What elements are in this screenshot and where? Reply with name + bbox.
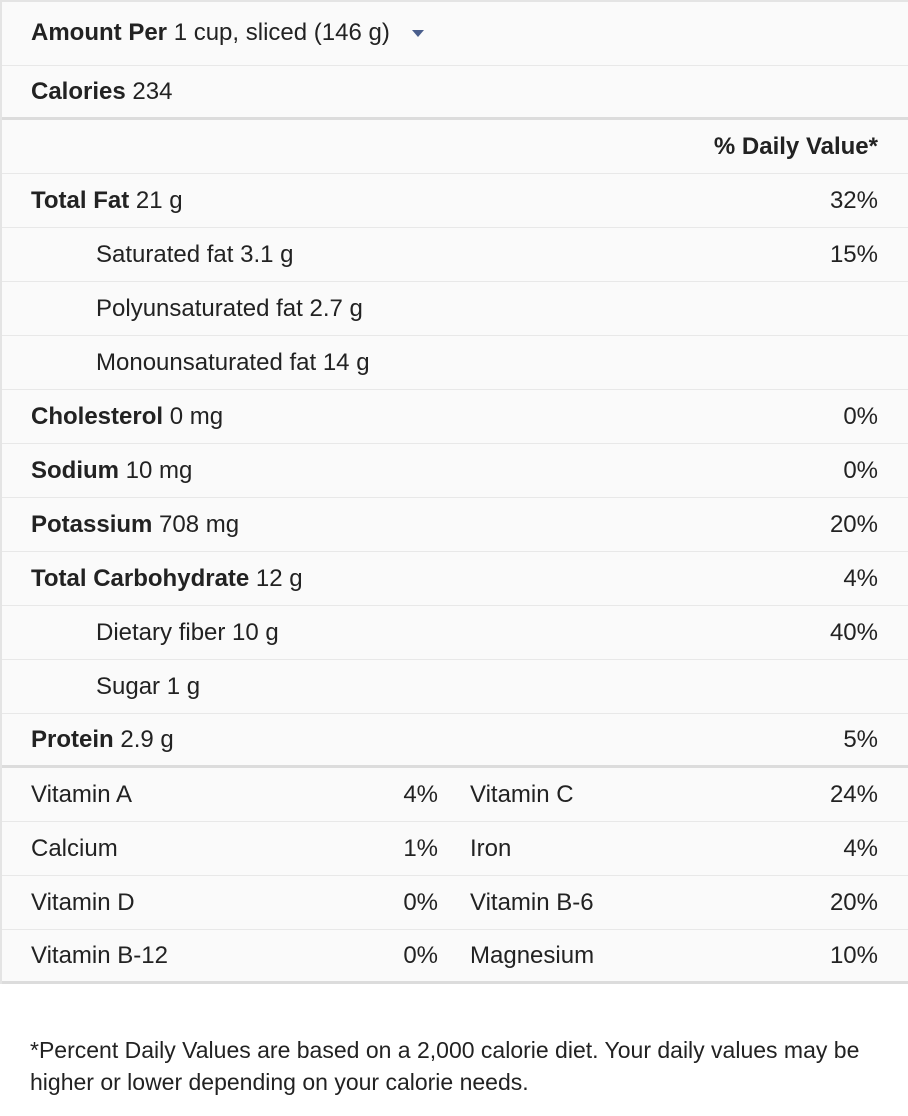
nutrient-daily-value: 40%: [829, 618, 878, 646]
nutrient-amount: 1 g: [166, 672, 201, 700]
vitamin-name: Vitamin B-12: [31, 941, 168, 969]
vitamin-daily-value: 20%: [829, 888, 878, 916]
nutrient-row-protein: Protein 2.9 g 5%: [2, 714, 908, 768]
nutrient-name: Protein: [31, 725, 114, 753]
nutrient-amount: 10 g: [232, 618, 279, 646]
nutrient-row-dietary-fiber: Dietary fiber 10 g 40%: [2, 606, 908, 660]
nutrient-name: Potassium: [31, 510, 153, 538]
vitamin-row: Vitamin D 0% Vitamin B-6 20%: [2, 876, 908, 930]
vitamin-daily-value: 24%: [829, 780, 878, 808]
nutrient-amount: 12 g: [255, 564, 303, 592]
nutrient-row-monounsaturated-fat: Monounsaturated fat 14 g: [2, 336, 908, 390]
nutrient-daily-value: 5%: [843, 725, 878, 753]
nutrient-name: Sodium: [31, 456, 119, 484]
nutrient-amount: 2.7 g: [309, 294, 363, 322]
amount-per-label: Amount Per: [31, 19, 168, 47]
vitamin-daily-value: 4%: [843, 834, 878, 862]
nutrient-daily-value: 0%: [843, 456, 878, 484]
vitamin-name: Vitamin C: [470, 780, 574, 808]
vitamin-daily-value: 10%: [829, 941, 878, 969]
serving-size-selector[interactable]: Amount Per 1 cup, sliced (146 g): [31, 17, 425, 48]
nutrient-name: Dietary fiber: [96, 618, 226, 646]
nutrient-amount: 14 g: [322, 348, 370, 376]
nutrient-row-potassium: Potassium 708 mg 20%: [2, 498, 908, 552]
nutrient-row-polyunsaturated-fat: Polyunsaturated fat 2.7 g: [2, 282, 908, 336]
nutrient-row-sugar: Sugar 1 g: [2, 660, 908, 714]
nutrient-row-cholesterol: Cholesterol 0 mg 0%: [2, 390, 908, 444]
nutrient-row-saturated-fat: Saturated fat 3.1 g 15%: [2, 228, 908, 282]
calories-value: 234: [132, 77, 173, 105]
vitamin-daily-value: 1%: [403, 834, 438, 862]
nutrient-amount: 708 mg: [159, 510, 240, 538]
daily-value-footnote: *Percent Daily Values are based on a 2,0…: [30, 1037, 860, 1095]
vitamin-name: Vitamin A: [31, 780, 132, 808]
nutrient-daily-value: 20%: [829, 510, 878, 538]
nutrient-name: Saturated fat: [96, 240, 234, 268]
nutrient-daily-value: 0%: [843, 402, 878, 430]
vitamin-name: Vitamin D: [31, 888, 135, 916]
nutrient-name: Cholesterol: [31, 402, 164, 430]
vitamin-daily-value: 0%: [403, 888, 438, 916]
nutrient-amount: 3.1 g: [240, 240, 294, 268]
serving-size-row: Amount Per 1 cup, sliced (146 g): [2, 2, 908, 66]
vitamin-name: Magnesium: [470, 941, 595, 969]
nutrient-amount: 21 g: [135, 186, 183, 214]
calories-label: Calories: [31, 77, 126, 105]
daily-value-header-row: % Daily Value*: [2, 120, 908, 174]
vitamin-name: Calcium: [31, 834, 118, 862]
nutrient-name: Total Carbohydrate: [31, 564, 250, 592]
nutrient-name: Polyunsaturated fat: [96, 294, 303, 322]
nutrient-name: Total Fat: [31, 186, 130, 214]
serving-size-value: 1 cup, sliced (146 g): [173, 19, 390, 47]
vitamin-name: Iron: [470, 834, 512, 862]
daily-value-header: % Daily Value*: [713, 132, 878, 160]
vitamin-name: Vitamin B-6: [470, 888, 594, 916]
nutrient-name: Sugar: [96, 672, 161, 700]
nutrient-amount: 0 mg: [169, 402, 224, 430]
nutrient-daily-value: 32%: [829, 186, 878, 214]
nutrient-amount: 10 mg: [125, 456, 193, 484]
vitamin-row: Vitamin A 4% Vitamin C 24%: [2, 768, 908, 822]
vitamin-row: Vitamin B-12 0% Magnesium 10%: [2, 930, 908, 984]
nutrient-daily-value: 15%: [829, 240, 878, 268]
nutrient-amount: 2.9 g: [120, 725, 174, 753]
vitamin-daily-value: 4%: [403, 780, 438, 808]
nutrient-daily-value: 4%: [843, 564, 878, 592]
vitamin-row: Calcium 1% Iron 4%: [2, 822, 908, 876]
nutrient-row-total-carbohydrate: Total Carbohydrate 12 g 4%: [2, 552, 908, 606]
nutrient-name: Monounsaturated fat: [96, 348, 317, 376]
nutrient-row-total-fat: Total Fat 21 g 32%: [2, 174, 908, 228]
caret-down-icon[interactable]: [412, 17, 425, 45]
calories-row: Calories 234: [2, 66, 908, 120]
nutrient-row-sodium: Sodium 10 mg 0%: [2, 444, 908, 498]
nutrition-facts-panel: Amount Per 1 cup, sliced (146 g) Calorie…: [0, 0, 908, 984]
vitamin-daily-value: 0%: [403, 941, 438, 969]
